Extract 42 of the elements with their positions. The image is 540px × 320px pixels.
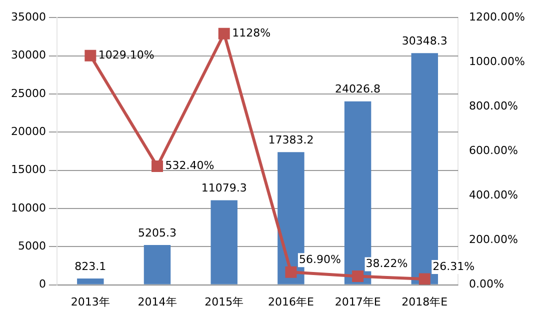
data-label: 1029.10% bbox=[98, 48, 154, 62]
data-label: 5205.3 bbox=[138, 226, 177, 240]
data-label: 56.90% bbox=[298, 252, 341, 266]
y-tick-label: 10000 bbox=[10, 201, 46, 214]
x-tick-label: 2016年E bbox=[268, 295, 314, 308]
data-label: 1128% bbox=[232, 26, 271, 40]
x-tick-label: 2017年E bbox=[334, 295, 381, 308]
point bbox=[84, 50, 96, 62]
data-label: 11079.3 bbox=[201, 182, 247, 195]
y-tick-label: 25000 bbox=[10, 86, 46, 100]
y2-tick-label: 800.00% bbox=[469, 100, 518, 113]
data-label: 24026.8 bbox=[335, 82, 381, 96]
y-tick-label: 30000 bbox=[10, 48, 46, 62]
bar bbox=[210, 200, 238, 284]
point bbox=[418, 273, 430, 285]
y-tick-label: 0 bbox=[38, 278, 46, 291]
x-tick-label: 2013年 bbox=[70, 295, 110, 308]
x-tick-label: 2014年 bbox=[138, 295, 177, 308]
point bbox=[152, 160, 163, 172]
x-tick-label: 2015年 bbox=[204, 295, 244, 308]
data-label: 26.31% bbox=[432, 260, 475, 273]
point bbox=[285, 266, 297, 278]
y-tick-label: 20000 bbox=[10, 124, 46, 138]
y2-tick-label: 200.00% bbox=[469, 233, 518, 246]
data-label: 30348.3 bbox=[402, 34, 448, 48]
y-tick-label: 15000 bbox=[10, 163, 46, 176]
x-tick-label: 2018年E bbox=[402, 295, 448, 308]
y2-tick-label: 1200.00% bbox=[469, 10, 526, 24]
point bbox=[218, 28, 230, 40]
data-label: 17383.2 bbox=[268, 133, 314, 146]
y2-tick-label: 600.00% bbox=[469, 144, 518, 158]
data-label: 532.40% bbox=[165, 159, 214, 172]
y2-tick-label: 400.00% bbox=[469, 188, 518, 202]
y-tick-label: 5000 bbox=[18, 239, 46, 252]
bar bbox=[77, 278, 104, 284]
data-label: 38.22% bbox=[366, 257, 408, 270]
data-label: 823.1 bbox=[74, 260, 106, 273]
point bbox=[352, 270, 364, 282]
y2-tick-label: 0.00% bbox=[469, 278, 504, 291]
y2-tick-label: 1000.00% bbox=[469, 54, 526, 68]
y-tick-label: 35000 bbox=[10, 10, 46, 24]
bar bbox=[144, 245, 171, 284]
